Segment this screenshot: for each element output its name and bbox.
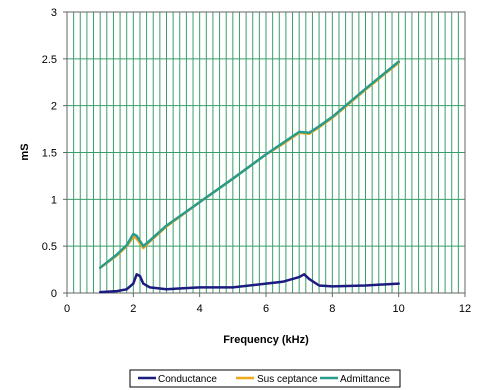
y-tick-label: 3 <box>51 7 57 19</box>
y-tick-labels: 0 0.5 1 1.5 2 2.5 3 <box>42 7 67 300</box>
y-tick-label: 0.5 <box>42 241 57 253</box>
x-tick-labels: 0 2 4 6 8 10 12 <box>64 293 471 315</box>
x-axis-title: Frequency (kHz) <box>223 334 309 346</box>
y-tick-label: 0 <box>51 288 57 300</box>
grid <box>67 12 465 293</box>
y-tick-label: 2 <box>51 101 57 113</box>
x-tick-label: 12 <box>459 303 471 315</box>
y-tick-label: 2.5 <box>42 54 57 66</box>
x-tick-label: 10 <box>393 303 405 315</box>
series-line-conductance <box>98 273 400 294</box>
legend-label-admittance: Admittance <box>340 374 390 385</box>
legend-label-conductance: Conductance <box>158 374 217 385</box>
y-tick-label: 1.5 <box>42 148 57 160</box>
x-tick-label: 2 <box>130 303 136 315</box>
x-tick-label: 0 <box>64 303 70 315</box>
y-axis-title: mS <box>19 143 31 160</box>
legend: Conductance Sus ceptance Admittance <box>129 369 401 388</box>
x-tick-label: 4 <box>197 303 203 315</box>
legend-box <box>129 369 401 388</box>
y-tick-label: 1 <box>51 194 57 206</box>
series-lines <box>98 60 400 294</box>
series-line-admittance <box>98 60 400 269</box>
legend-label-susceptance: Sus ceptance <box>257 374 318 385</box>
x-tick-label: 6 <box>263 303 269 315</box>
x-tick-label: 8 <box>329 303 335 315</box>
